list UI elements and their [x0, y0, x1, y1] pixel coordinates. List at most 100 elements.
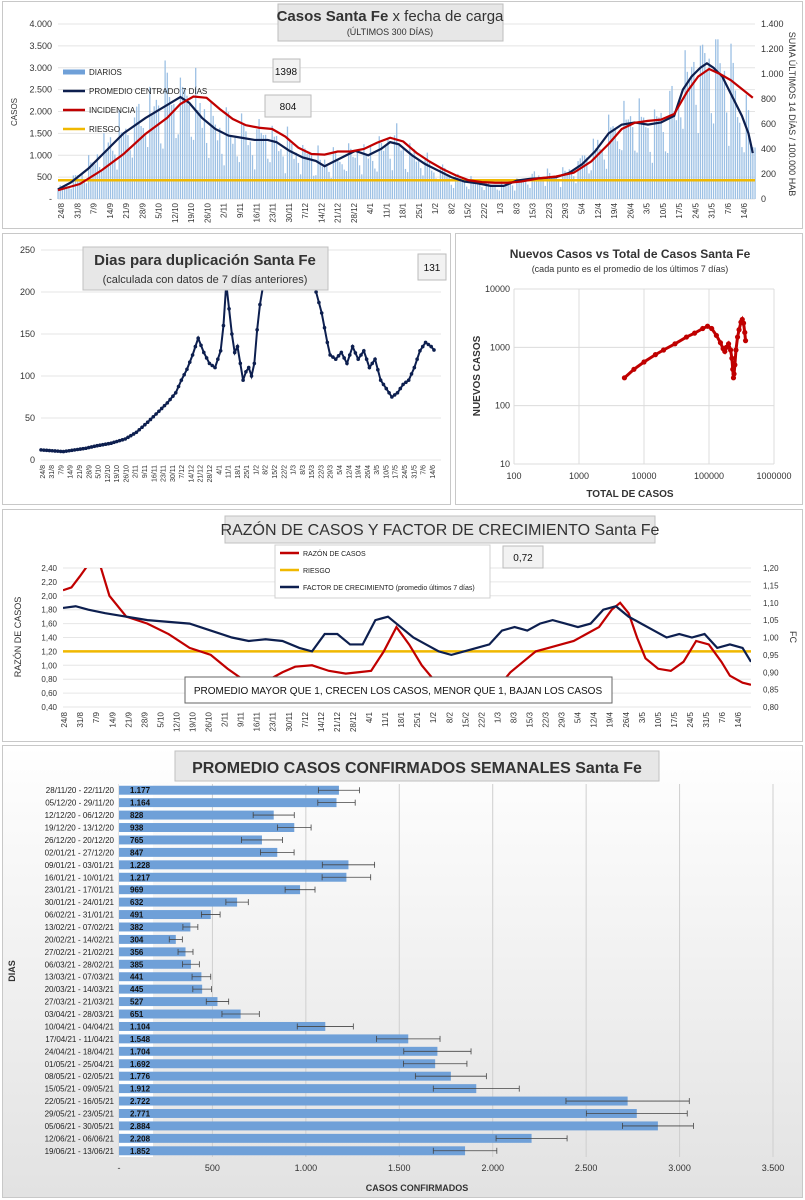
- data-point: [42, 448, 46, 452]
- daily-bar: [677, 102, 680, 199]
- legend-label: INCIDENCIA: [89, 106, 136, 115]
- daily-bar: [634, 150, 636, 199]
- data-point: [378, 378, 383, 382]
- daily-bar: [725, 112, 728, 199]
- y2-tick-label: 800: [761, 94, 776, 104]
- daily-bar: [411, 153, 413, 199]
- daily-bar: [146, 147, 149, 199]
- x-tick-label: 7/12: [301, 711, 310, 727]
- daily-bar: [468, 189, 470, 199]
- data-point: [157, 409, 161, 414]
- category-label: 16/01/21 - 10/01/21: [45, 873, 115, 882]
- annotation-box: [272, 58, 301, 83]
- daily-bar: [317, 145, 319, 199]
- daily-bar: [474, 180, 477, 199]
- data-point: [210, 363, 215, 368]
- daily-bar: [745, 94, 747, 199]
- daily-bar: [179, 77, 182, 199]
- data-point: [75, 447, 80, 452]
- daily-bar: [363, 144, 365, 199]
- bar: [119, 1034, 409, 1044]
- category-label: 05/06/21 - 30/05/21: [45, 1122, 115, 1131]
- daily-bar: [697, 133, 699, 199]
- daily-bar: [284, 173, 286, 199]
- data-point: [137, 427, 142, 432]
- x-tick-label: 1.000: [295, 1163, 318, 1173]
- x-tick-label: 21/9: [124, 711, 133, 727]
- daily-bar: [509, 182, 511, 199]
- daily-bar: [361, 174, 363, 199]
- data-point: [704, 323, 711, 329]
- daily-bar: [522, 180, 525, 199]
- x-tick-label: 26/10: [203, 202, 212, 223]
- data-point: [126, 435, 130, 440]
- casos-chart-panel: - 500 1.000 1.500 2.000 2.500 3.000 3.500 4.000 0…: [2, 1, 803, 229]
- x-tick-label: 30/11: [285, 711, 294, 731]
- daily-bar: [479, 181, 481, 199]
- x-tick-label: 30/11: [285, 202, 294, 222]
- daily-bar: [144, 135, 147, 199]
- data-point: [213, 365, 217, 370]
- x-tick-label: 15/3: [525, 711, 534, 727]
- category-label: 10/04/21 - 04/04/21: [45, 1022, 115, 1031]
- data-point: [151, 414, 156, 419]
- daily-bar: [83, 178, 85, 199]
- daily-bar: [219, 127, 221, 199]
- data-point: [392, 393, 397, 397]
- bar: [119, 1084, 477, 1094]
- y-axis-title: CASOS: [10, 98, 19, 126]
- daily-bar: [500, 180, 503, 199]
- x-tick-label: 14/12: [317, 202, 326, 223]
- daily-bar: [205, 142, 208, 199]
- incidencia-line: [57, 67, 754, 192]
- data-point: [740, 320, 747, 326]
- daily-bar: [171, 104, 173, 199]
- data-point: [95, 443, 99, 448]
- x-tick-label: 11/1: [381, 711, 390, 727]
- x-tick-label: 2/11: [133, 465, 140, 478]
- category-label: 30/01/21 - 24/01/21: [45, 898, 115, 907]
- chart-title-rest: x fecha de carga: [392, 8, 504, 25]
- daily-bar: [446, 175, 448, 199]
- daily-bar: [431, 170, 433, 199]
- daily-bar: [448, 176, 450, 199]
- daily-bar: [129, 150, 131, 199]
- category-label: 13/03/21 - 07/03/21: [45, 973, 115, 982]
- daily-bar: [262, 135, 265, 199]
- category-label: 19/12/20 - 13/12/20: [45, 824, 115, 833]
- y-axis-title: DIAS: [7, 960, 17, 982]
- daily-bar: [151, 113, 153, 199]
- daily-bar: [599, 148, 601, 199]
- y-tick-label: 3.000: [29, 63, 52, 73]
- annotation-1398: 1398: [275, 67, 298, 78]
- daily-bar: [542, 181, 544, 199]
- y2-tick-label: 1,20: [763, 564, 779, 573]
- semanal-chart: - 500 1.000 1.500 2.000 2.500 3.000 3.500 28/11/…: [7, 750, 784, 1193]
- daily-bar: [347, 143, 350, 199]
- x-tick-label: 10/5: [383, 465, 390, 479]
- daily-bar: [549, 172, 551, 199]
- value-label: 765: [130, 836, 144, 845]
- bar: [119, 922, 191, 932]
- daily-bar: [214, 124, 217, 199]
- x-tick-label: 31/5: [411, 465, 418, 479]
- daily-bar: [715, 39, 717, 199]
- daily-bar: [251, 155, 254, 199]
- daily-bar: [459, 177, 461, 199]
- daily-bar: [752, 147, 754, 199]
- daily-bar: [315, 175, 317, 199]
- y-tick-label: 1,80: [41, 606, 57, 615]
- daily-bar: [72, 175, 74, 199]
- daily-bar: [341, 164, 343, 199]
- daily-bar: [535, 179, 538, 199]
- x-tick-label: 17/5: [393, 465, 400, 479]
- annotation-box: [417, 253, 447, 281]
- legend-box: [274, 544, 491, 599]
- data-point: [84, 446, 88, 451]
- daily-bar: [223, 165, 225, 199]
- data-point: [131, 432, 136, 436]
- daily-bar: [566, 174, 568, 199]
- daily-bar: [682, 128, 684, 199]
- daily-bar: [483, 190, 485, 199]
